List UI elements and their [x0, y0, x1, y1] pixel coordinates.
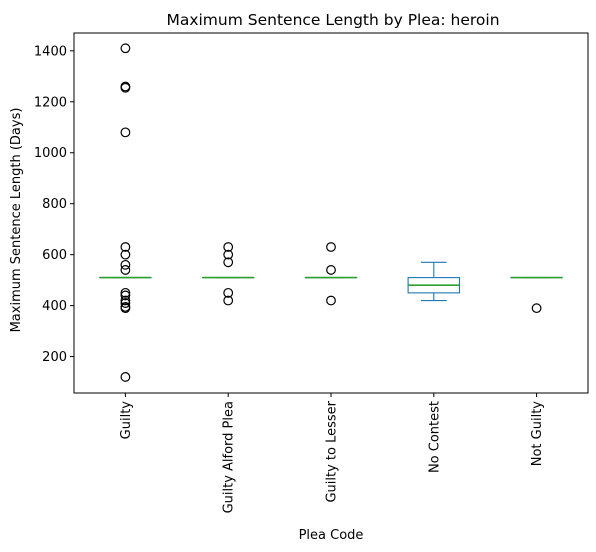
outlier-point	[223, 287, 234, 298]
y-tick-label: 200	[42, 350, 67, 365]
x-tick-label: Guilty Alford Plea	[222, 401, 237, 513]
outlier-point	[223, 257, 234, 268]
x-tick-label: Not Guilty	[530, 401, 545, 467]
chart-title: Maximum Sentence Length by Plea: heroin	[166, 11, 499, 29]
x-tick-label: Guilty to Lesser	[325, 400, 340, 502]
outlier-point	[120, 127, 131, 138]
outlier-point	[223, 249, 234, 260]
plot-frame	[73, 32, 589, 394]
y-tick-label: 1200	[34, 95, 67, 110]
outlier-point	[120, 242, 131, 252]
outlier-point	[223, 242, 234, 252]
outlier-point	[120, 287, 131, 298]
y-tick-label: 400	[42, 299, 67, 314]
outlier-point	[531, 303, 542, 314]
y-tick-label: 1000	[34, 146, 67, 161]
outlier-point	[120, 295, 131, 306]
plot-area: 200 400 600 800 1000 1200 1400 Guilty Guilty Alf…	[34, 32, 589, 513]
outlier-point	[223, 295, 234, 306]
outlier-point	[120, 301, 131, 312]
outlier-point	[326, 265, 336, 275]
outlier-point	[120, 265, 131, 275]
outlier-point	[120, 290, 131, 301]
outlier-point	[120, 249, 131, 260]
y-tick-label: 800	[42, 197, 67, 212]
outlier-point	[120, 43, 131, 54]
x-tick-label: Guilty	[119, 401, 134, 440]
outlier-point	[326, 242, 336, 252]
outlier-point	[326, 295, 336, 306]
y-tick-label: 600	[42, 248, 67, 263]
y-axis-title: Maximum Sentence Length (Days)	[9, 108, 24, 333]
x-axis-title: Plea Code	[299, 528, 364, 543]
outlier-point	[120, 372, 131, 382]
outlier-point	[120, 259, 131, 270]
x-tick-label: No Contest	[427, 401, 442, 473]
y-tick-label: 1400	[34, 44, 67, 59]
outlier-point	[120, 298, 131, 308]
outlier-point	[120, 81, 131, 92]
